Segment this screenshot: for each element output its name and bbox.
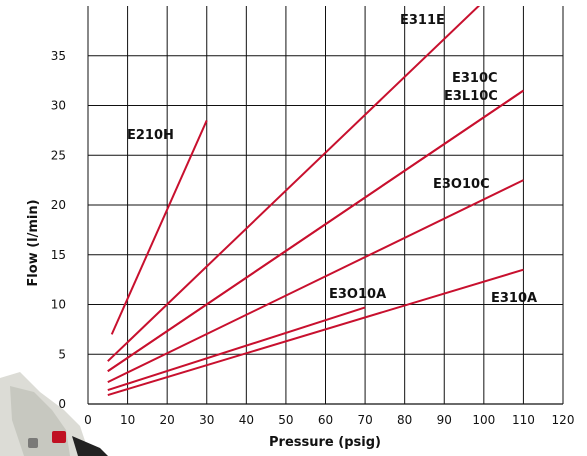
y-axis-title: Flow (l/min) <box>26 199 41 286</box>
series-line-E3O10A <box>107 306 366 392</box>
x-axis-title: Pressure (psig) <box>269 435 381 450</box>
series-line-E311E <box>107 6 481 362</box>
label-E3O10C: E3O10C <box>433 177 490 192</box>
y-tick-5: 5 <box>58 347 66 361</box>
y-tick-35: 35 <box>51 49 66 63</box>
x-tick-0: 0 <box>84 413 92 427</box>
label-E311E: E311E <box>400 13 445 28</box>
label-E210H: E210H <box>127 128 174 143</box>
x-tick-40: 40 <box>239 413 254 427</box>
series-lines <box>107 6 524 397</box>
x-tick-50: 50 <box>278 413 293 427</box>
y-tick-20: 20 <box>51 198 66 212</box>
label-E310A: E310A <box>491 291 537 306</box>
x-axis-ticks: 0 10 20 30 40 50 60 70 80 90 100 110 120 <box>84 413 574 427</box>
series-line-E3O10C <box>107 179 524 384</box>
y-tick-25: 25 <box>51 148 66 162</box>
y-tick-10: 10 <box>51 298 66 312</box>
label-E310C: E310C <box>452 71 498 86</box>
label-E3O10A: E3O10A <box>329 287 386 302</box>
x-tick-20: 20 <box>160 413 175 427</box>
y-tick-30: 30 <box>51 99 66 113</box>
x-tick-30: 30 <box>199 413 214 427</box>
x-tick-60: 60 <box>318 413 333 427</box>
x-tick-120: 120 <box>552 413 575 427</box>
y-tick-15: 15 <box>51 248 66 262</box>
x-tick-70: 70 <box>357 413 372 427</box>
series-line-E3L10C <box>107 89 524 372</box>
x-tick-100: 100 <box>472 413 495 427</box>
product-photo-fragment <box>0 372 108 456</box>
x-tick-80: 80 <box>397 413 412 427</box>
y-tick-0: 0 <box>58 397 66 411</box>
x-tick-110: 110 <box>512 413 535 427</box>
y-axis-ticks: 0 5 10 15 20 25 30 35 <box>51 49 66 411</box>
x-tick-90: 90 <box>437 413 452 427</box>
series-labels: E210H E311E E310C E3L10C E3O10C E3O10A E… <box>127 13 537 306</box>
series-line-E210H <box>110 120 208 335</box>
series-line-E310A <box>107 268 524 397</box>
label-E3L10C: E3L10C <box>444 89 498 104</box>
grid <box>87 6 564 405</box>
x-tick-10: 10 <box>120 413 135 427</box>
